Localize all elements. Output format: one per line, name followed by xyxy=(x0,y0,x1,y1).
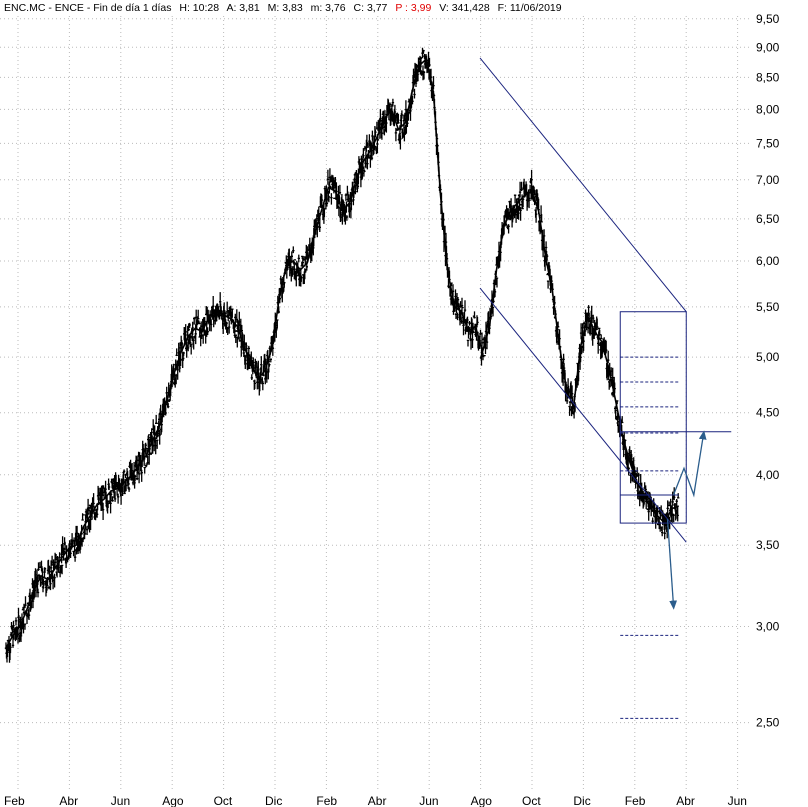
y-tick-label: 5,50 xyxy=(756,300,780,314)
x-tick-label: Jun xyxy=(728,794,747,807)
low-label: m: 3,76 xyxy=(310,2,346,14)
y-tick-label: 8,00 xyxy=(756,102,780,116)
channel-lower-line xyxy=(479,287,687,543)
date-label: F: 11/06/2019 xyxy=(497,2,562,14)
high-label: H: 10:28 xyxy=(179,2,220,14)
x-tick-label: Feb xyxy=(4,794,25,807)
y-tick-label: 7,50 xyxy=(756,136,780,150)
y-tick-label: 8,50 xyxy=(756,70,780,84)
ticker-label: ENC.MC - ENCE - Fin de día 1 días xyxy=(4,2,172,14)
y-tick-label: 6,50 xyxy=(756,212,780,226)
x-tick-label: Oct xyxy=(522,794,541,807)
channel-upper-line xyxy=(479,57,687,313)
arrow-down xyxy=(666,518,678,610)
range-box xyxy=(619,311,687,524)
price-series xyxy=(4,47,680,663)
volume-label: V: 341,428 xyxy=(439,2,490,14)
close-label: C: 3,77 xyxy=(353,2,388,14)
x-tick-label: Abr xyxy=(676,794,695,807)
x-tick-label: Oct xyxy=(214,794,233,807)
x-tick-label: Feb xyxy=(316,794,337,807)
y-tick-label: 9,00 xyxy=(756,40,780,54)
y-tick-label: 9,50 xyxy=(756,12,780,26)
price-trend xyxy=(5,57,679,649)
x-tick-label: Feb xyxy=(625,794,646,807)
x-tick-label: Jun xyxy=(111,794,130,807)
y-tick-label: 3,00 xyxy=(756,619,780,633)
y-tick-label: 7,00 xyxy=(756,173,780,187)
x-tick-label: Jun xyxy=(419,794,438,807)
y-tick-label: 4,50 xyxy=(756,406,780,420)
y-tick-label: 5,00 xyxy=(756,350,780,364)
x-tick-label: Abr xyxy=(368,794,387,807)
price-label: P : 3,99 xyxy=(395,2,432,14)
y-tick-label: 2,50 xyxy=(756,716,780,730)
mid-label: M: 3,83 xyxy=(267,2,303,14)
x-tick-label: Dic xyxy=(265,794,282,807)
x-tick-label: Ago xyxy=(162,794,184,807)
x-tick-label: Abr xyxy=(59,794,78,807)
y-tick-label: 4,00 xyxy=(756,468,780,482)
y-tick-label: 3,50 xyxy=(756,538,780,552)
x-tick-label: Dic xyxy=(573,794,590,807)
arrow-up-zigzag xyxy=(672,430,707,498)
chart-header: ENC.MC - ENCE - Fin de día 1 días H: 10:… xyxy=(0,0,571,16)
y-tick-label: 6,00 xyxy=(756,254,780,268)
x-tick-label: Ago xyxy=(471,794,493,807)
ask-label: A: 3,81 xyxy=(226,2,260,14)
